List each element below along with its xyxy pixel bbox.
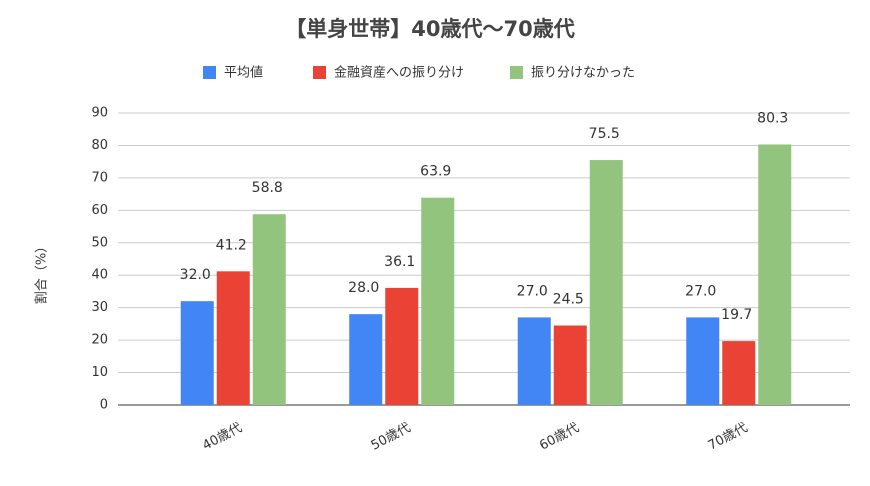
- y-tick-label: 20: [91, 333, 108, 348]
- value-label: 28.0: [348, 280, 379, 296]
- value-label: 27.0: [685, 283, 716, 299]
- value-label: 63.9: [420, 164, 451, 180]
- bar: [421, 197, 455, 405]
- y-tick-label: 40: [91, 268, 108, 283]
- y-tick-label: 60: [91, 203, 108, 218]
- y-axis-title: 割合（%）: [34, 240, 50, 304]
- legend-label: 振り分けなかった: [531, 66, 635, 81]
- legend-swatch: [313, 66, 326, 79]
- value-label: 75.5: [589, 126, 620, 142]
- y-tick-label: 90: [91, 106, 108, 121]
- y-tick-label: 30: [91, 300, 108, 315]
- value-label: 19.7: [721, 307, 752, 323]
- legend-swatch: [203, 66, 216, 79]
- bar: [385, 287, 419, 405]
- bar: [589, 160, 623, 405]
- bar: [722, 341, 756, 405]
- chart-title: 【単身世帯】40歳代～70歳代: [285, 17, 574, 41]
- bar: [758, 144, 792, 405]
- value-label: 58.8: [252, 180, 283, 196]
- value-label: 36.1: [384, 254, 415, 270]
- value-label: 80.3: [757, 110, 788, 126]
- legend-swatch: [510, 66, 523, 79]
- value-label: 27.0: [517, 283, 548, 299]
- y-tick-label: 0: [100, 398, 108, 413]
- y-tick-label: 70: [91, 170, 108, 185]
- bar: [686, 317, 720, 405]
- value-label: 32.0: [180, 267, 211, 283]
- bar: [252, 214, 286, 405]
- bar: [216, 271, 250, 405]
- value-label: 41.2: [216, 237, 247, 253]
- bar: [517, 317, 551, 405]
- y-tick-label: 10: [91, 365, 108, 380]
- y-tick-label: 50: [91, 235, 108, 250]
- bar: [553, 325, 587, 405]
- value-label: 24.5: [553, 292, 584, 308]
- legend-label: 平均値: [224, 65, 263, 81]
- bar: [349, 314, 383, 405]
- y-tick-label: 80: [91, 138, 108, 153]
- bar: [180, 301, 214, 405]
- legend-label: 金融資産への振り分け: [334, 65, 464, 81]
